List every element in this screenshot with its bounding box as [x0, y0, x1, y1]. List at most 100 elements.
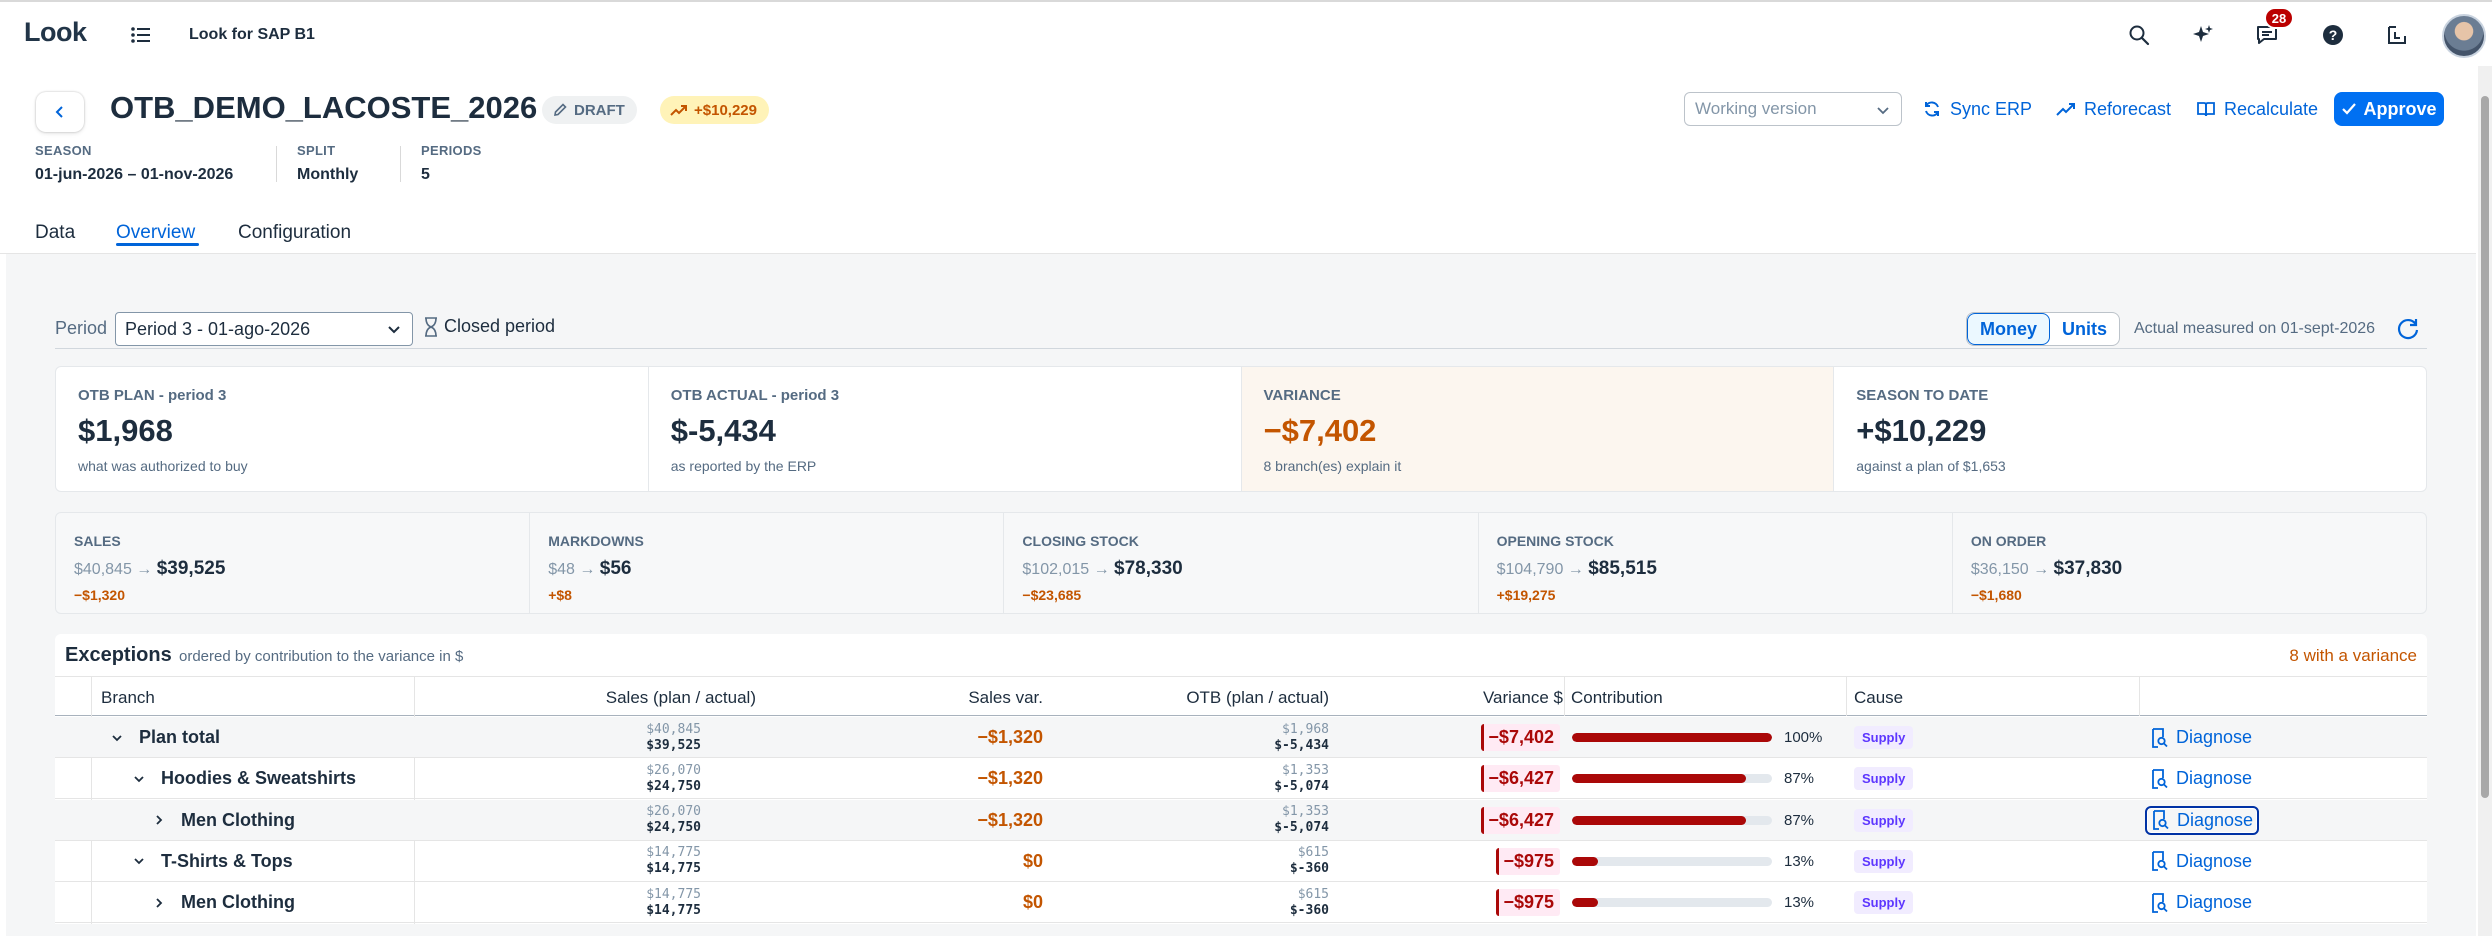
- branch-name: Men Clothing: [181, 892, 295, 913]
- variance-cell: −$7,402: [1375, 717, 1560, 758]
- units-toggle-button[interactable]: Units: [2062, 318, 2108, 339]
- contribution-bar: [1572, 733, 1772, 742]
- diagnose-label: Diagnose: [2176, 850, 2253, 871]
- col-header-sales-var[interactable]: Sales var.: [968, 688, 1043, 707]
- driver-flow: $104,790 → $85,515: [1496, 558, 1657, 579]
- diagnose-button[interactable]: Diagnose: [2145, 889, 2257, 916]
- driver-from: $40,845: [74, 561, 132, 578]
- back-button[interactable]: [36, 92, 84, 132]
- diagnose-button[interactable]: Diagnose: [2145, 805, 2260, 835]
- otb-plan: $1,968: [1282, 721, 1329, 737]
- table-row[interactable]: T-Shirts & Tops $14,775 $14,775 $0 $615 …: [55, 841, 2427, 882]
- driver-flow: $40,845 → $39,525: [74, 558, 226, 579]
- contribution-cell: 87%: [1564, 800, 1846, 841]
- refresh-icon[interactable]: [2394, 315, 2422, 343]
- trend-up-icon: [2056, 103, 2075, 116]
- branch-name: Plan total: [139, 727, 221, 747]
- table-row[interactable]: Plan total $40,845 $39,525 −$1,320 $1,96…: [55, 717, 2427, 758]
- diagnose-cell: Diagnose: [2145, 800, 2325, 841]
- reforecast-button[interactable]: Reforecast: [2048, 92, 2179, 126]
- driver-flow: $36,150 → $37,830: [1970, 558, 2123, 579]
- notifications-icon[interactable]: [2252, 20, 2282, 50]
- driver-label: MARKDOWNS: [548, 533, 644, 549]
- search-icon[interactable]: [2124, 20, 2154, 50]
- driver-to: $85,515: [1588, 558, 1657, 579]
- kpi-subtext: against a plan of $1,653: [1856, 458, 2006, 474]
- kpi-otb-actual: OTB ACTUAL - period 3 $-5,434 as reporte…: [649, 367, 1242, 491]
- tab-configuration[interactable]: Configuration: [238, 222, 352, 243]
- product-switch-icon[interactable]: [2382, 20, 2412, 50]
- col-header-cause[interactable]: Cause: [1854, 688, 1904, 707]
- scrollbar-thumb[interactable]: [2481, 96, 2489, 798]
- driver-to: $37,830: [2053, 558, 2123, 579]
- sync-erp-button[interactable]: Sync ERP: [1914, 92, 2040, 126]
- driver-opening-stock: OPENING STOCK $104,790 → $85,515 +$19,27…: [1479, 513, 1953, 613]
- approve-button[interactable]: Approve: [2334, 92, 2444, 126]
- variance-value: −$975: [1496, 889, 1560, 917]
- version-select[interactable]: Working version: [1684, 92, 1902, 126]
- otb-actual: $-5,074: [1274, 820, 1329, 836]
- chevron-down-icon[interactable]: [109, 730, 125, 746]
- trend-up-icon: [670, 105, 687, 116]
- contribution-percent: 13%: [1784, 894, 1815, 912]
- cause-cell: Supply: [1854, 717, 2134, 758]
- driver-sales: SALES $40,845 → $39,525 −$1,320: [56, 513, 531, 613]
- user-avatar[interactable]: [2442, 14, 2486, 58]
- chevron-right-icon[interactable]: [151, 895, 167, 911]
- otb-actual: $-5,074: [1274, 778, 1329, 794]
- list-menu-icon[interactable]: [128, 22, 154, 48]
- chevron-down-icon[interactable]: [131, 853, 147, 869]
- col-header-otb[interactable]: OTB (plan / actual): [1186, 688, 1329, 707]
- cause-cell: Supply: [1854, 758, 2134, 799]
- kpi-variance: VARIANCE −$7,402 8 branch(es) explain it: [1241, 367, 1835, 491]
- table-row[interactable]: Men Clothing $26,070 $24,750 −$1,320 $1,…: [55, 799, 2427, 841]
- diagnose-icon: [2153, 810, 2169, 830]
- otb-plan-actual: $1,353 $-5,074: [1055, 800, 1329, 841]
- driver-delta: −$23,685: [1022, 587, 1082, 603]
- attribute-label: PERIODS: [421, 143, 482, 158]
- driver-delta: +$19,275: [1496, 587, 1556, 603]
- variance-cell: −$6,427: [1375, 758, 1560, 799]
- period-select[interactable]: Period 3 - 01-ago-2026: [115, 312, 413, 346]
- money-toggle-button[interactable]: Money: [1967, 313, 2051, 345]
- cause-tag: Supply: [1854, 891, 1914, 915]
- closed-period-indicator: Closed period: [424, 316, 555, 337]
- sales-plan-actual: $40,845 $39,525: [315, 717, 701, 758]
- col-header-contribution[interactable]: Contribution: [1571, 688, 1663, 707]
- chevron-down-icon[interactable]: [131, 771, 147, 787]
- col-header-variance[interactable]: Variance $: [1482, 688, 1563, 707]
- contribution-bar: [1572, 815, 1746, 825]
- diagnose-icon: [2152, 727, 2168, 748]
- sales-plan: $14,775: [646, 845, 701, 861]
- branch-name: Men Clothing: [181, 809, 295, 830]
- tab-overview[interactable]: Overview: [116, 222, 196, 243]
- calculator-book-icon: [2197, 102, 2215, 117]
- table-row[interactable]: Men Clothing $14,775 $14,775 $0 $615 $-3…: [55, 882, 2427, 924]
- diagnose-button[interactable]: Diagnose: [2145, 724, 2257, 751]
- recalculate-button[interactable]: Recalculate: [2188, 92, 2326, 126]
- money-units-toggle: Money Units: [1966, 312, 2121, 346]
- attribute-value: 5: [421, 166, 430, 183]
- diagnose-button[interactable]: Diagnose: [2145, 848, 2257, 875]
- chevron-right-icon[interactable]: [151, 812, 167, 828]
- sales-plan-actual: $14,775 $14,775: [315, 882, 701, 923]
- closed-period-label: Closed period: [444, 316, 556, 336]
- contribution-bar: [1572, 898, 1598, 908]
- cause-tag: Supply: [1854, 849, 1914, 873]
- col-header-branch[interactable]: Branch: [101, 688, 155, 707]
- driver-label: SALES: [74, 533, 121, 549]
- checkmark-icon: [2342, 103, 2357, 115]
- help-icon[interactable]: ?: [2318, 20, 2348, 50]
- variance-cell: −$975: [1375, 882, 1560, 923]
- sales-plan-actual: $26,070 $24,750: [315, 800, 701, 841]
- kpi-subtext: as reported by the ERP: [670, 458, 817, 474]
- tab-data[interactable]: Data: [35, 222, 76, 243]
- col-header-sales[interactable]: Sales (plan / actual): [605, 688, 756, 707]
- driver-flow: $102,015 → $78,330: [1022, 558, 1183, 579]
- diagnose-button[interactable]: Diagnose: [2145, 765, 2257, 792]
- sales-plan-actual: $14,775 $14,775: [315, 841, 701, 882]
- app-logo[interactable]: Look: [24, 17, 87, 47]
- ai-sparkle-icon[interactable]: [2188, 20, 2218, 50]
- table-row[interactable]: Hoodies & Sweatshirts $26,070 $24,750 −$…: [55, 758, 2427, 800]
- active-tab-indicator: [116, 243, 199, 246]
